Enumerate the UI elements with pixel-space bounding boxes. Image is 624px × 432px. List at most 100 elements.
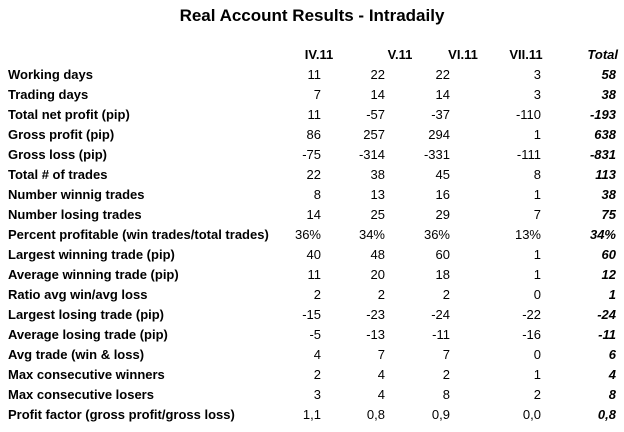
table-row: Gross profit (pip) 86 257 294 1 638	[0, 125, 624, 145]
row-value: -22	[522, 307, 541, 322]
row-value: 3	[313, 387, 321, 402]
row-label: Max consecutive winners	[8, 367, 165, 382]
row-total-value: -831	[589, 147, 616, 162]
row-value: 7	[313, 87, 321, 102]
row-value: 18	[435, 267, 450, 282]
table-row: Average winning trade (pip) 11 20 18 1 12	[0, 265, 624, 285]
row-value: -5	[309, 327, 321, 342]
row-value: 4	[377, 367, 385, 382]
row-value: -314	[358, 147, 385, 162]
column-header-v11: V.11	[387, 47, 413, 62]
row-value: 40	[306, 247, 321, 262]
row-value: 3	[533, 67, 541, 82]
row-label: Trading days	[8, 87, 89, 102]
row-total-value: 8	[608, 387, 616, 402]
table-row: Max consecutive losers 3 4 8 2 8	[0, 385, 624, 405]
row-value: 22	[370, 67, 385, 82]
row-value: 36%	[423, 227, 450, 242]
row-total-value: 58	[601, 67, 616, 82]
row-total-value: 60	[601, 247, 616, 262]
row-value: -13	[366, 327, 385, 342]
row-value: 36%	[294, 227, 321, 242]
row-total-value: 113	[595, 167, 616, 182]
row-value: -57	[366, 107, 385, 122]
row-value: 0,8	[366, 407, 385, 422]
row-total-value: 34%	[589, 227, 616, 242]
row-total-value: 12	[601, 267, 616, 282]
row-value: -11	[432, 327, 450, 342]
table-row: Ratio avg win/avg loss 2 2 2 0 1	[0, 285, 624, 305]
row-value: 22	[435, 67, 450, 82]
row-value: 29	[435, 207, 450, 222]
row-value: -24	[431, 307, 450, 322]
row-value: 14	[306, 207, 321, 222]
row-value: 13%	[514, 227, 541, 242]
row-value: 60	[435, 247, 450, 262]
row-value: -16	[522, 327, 541, 342]
row-label: Gross loss (pip)	[8, 147, 107, 162]
row-value: 16	[435, 187, 450, 202]
row-value: 2	[442, 367, 450, 382]
row-value: 7	[442, 347, 450, 362]
table-row: Avg trade (win & loss) 4 7 7 0 6	[0, 345, 624, 365]
row-value: 1	[533, 247, 541, 262]
column-header-vi11: VI.11	[448, 47, 478, 62]
row-total-value: 38	[601, 187, 616, 202]
row-label: Average winning trade (pip)	[8, 267, 179, 282]
row-value: 13	[370, 187, 385, 202]
table-row: Gross loss (pip) -75 -314 -331 -111 -831	[0, 145, 624, 165]
row-value: 20	[370, 267, 385, 282]
row-value: 1	[533, 127, 541, 142]
row-label: Total net profit (pip)	[8, 107, 130, 122]
row-label: Gross profit (pip)	[8, 127, 115, 142]
row-value: 1	[533, 267, 541, 282]
row-label: Ratio avg win/avg loss	[8, 287, 148, 302]
table-row: Number losing trades 14 25 29 7 75	[0, 205, 624, 225]
row-value: 8	[442, 387, 450, 402]
row-value: 45	[435, 167, 450, 182]
table-row: Max consecutive winners 2 4 2 1 4	[0, 365, 624, 385]
row-label: Largest winning trade (pip)	[8, 247, 175, 262]
row-value: 257	[363, 127, 385, 142]
row-label: Profit factor (gross profit/gross loss)	[8, 407, 235, 422]
table-row: Largest losing trade (pip) -15 -23 -24 -22 -2…	[0, 305, 624, 325]
report-title: Real Account Results - Intradaily	[179, 6, 445, 25]
column-header-vii11: VII.11	[509, 47, 543, 62]
row-value: -37	[431, 107, 450, 122]
row-label: Largest losing trade (pip)	[8, 307, 165, 322]
row-value: 25	[370, 207, 385, 222]
row-value: 4	[313, 347, 321, 362]
row-total-value: 0,8	[597, 407, 616, 422]
table-row: Percent profitable (win trades/total tra…	[0, 225, 624, 245]
row-value: -331	[423, 147, 450, 162]
row-value: 34%	[358, 227, 385, 242]
row-value: 14	[370, 87, 385, 102]
row-total-value: -24	[597, 307, 616, 322]
row-value: 11	[307, 67, 322, 82]
row-label: Max consecutive losers	[8, 387, 154, 402]
row-label: Avg trade (win & loss)	[8, 347, 145, 362]
row-value: 2	[442, 287, 450, 302]
column-header-iv11: IV.11	[304, 47, 334, 62]
row-value: 11	[307, 267, 322, 282]
row-value: -15	[302, 307, 321, 322]
row-label: Average losing trade (pip)	[8, 327, 168, 342]
column-header-row: IV.11 V.11 VI.11 VII.11 Total	[0, 45, 624, 65]
row-value: 11	[307, 107, 322, 122]
row-value: 7	[377, 347, 385, 362]
row-value: 38	[370, 167, 385, 182]
row-value: 1	[533, 187, 541, 202]
row-value: 1,1	[302, 407, 321, 422]
row-total-value: -11	[598, 327, 616, 342]
row-value: 4	[377, 387, 385, 402]
row-total-value: 638	[594, 127, 616, 142]
row-value: 1	[533, 367, 541, 382]
table-row: Largest winning trade (pip) 40 48 60 1 60	[0, 245, 624, 265]
row-value: -75	[302, 147, 321, 162]
row-value: 7	[533, 207, 541, 222]
row-total-value: -193	[589, 107, 616, 122]
row-value: 8	[533, 167, 541, 182]
row-total-value: 1	[608, 287, 616, 302]
row-total-value: 75	[601, 207, 616, 222]
row-value: -110	[515, 107, 541, 122]
